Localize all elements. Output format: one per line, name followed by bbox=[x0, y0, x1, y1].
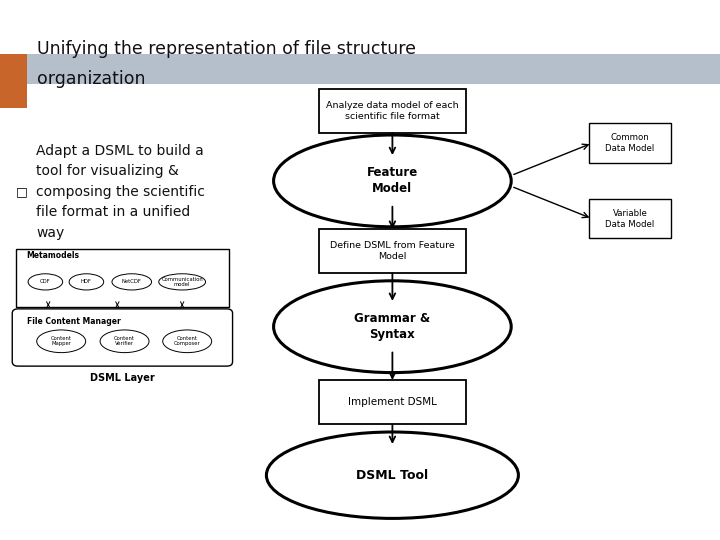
FancyBboxPatch shape bbox=[589, 124, 671, 163]
Text: Feature
Model: Feature Model bbox=[366, 166, 418, 195]
Ellipse shape bbox=[274, 135, 511, 227]
FancyBboxPatch shape bbox=[12, 309, 233, 366]
Text: □: □ bbox=[16, 185, 27, 198]
Ellipse shape bbox=[28, 274, 63, 290]
FancyBboxPatch shape bbox=[319, 229, 467, 273]
Text: DSML Tool: DSML Tool bbox=[356, 469, 428, 482]
FancyBboxPatch shape bbox=[319, 380, 467, 424]
FancyBboxPatch shape bbox=[0, 54, 27, 108]
Text: Define DSML from Feature
Model: Define DSML from Feature Model bbox=[330, 241, 455, 261]
Text: Common
Data Model: Common Data Model bbox=[606, 133, 654, 153]
Ellipse shape bbox=[163, 330, 212, 353]
Text: Adapt a DSML to build a
tool for visualizing &
composing the scientific
file for: Adapt a DSML to build a tool for visuali… bbox=[36, 144, 205, 240]
Text: HDF: HDF bbox=[81, 279, 92, 285]
Text: organization: organization bbox=[37, 70, 146, 88]
FancyBboxPatch shape bbox=[589, 199, 671, 239]
Text: Analyze data model of each
scientific file format: Analyze data model of each scientific fi… bbox=[326, 100, 459, 121]
Text: Communication
model: Communication model bbox=[161, 276, 203, 287]
Text: Metamodels: Metamodels bbox=[27, 251, 80, 260]
Ellipse shape bbox=[274, 281, 511, 373]
FancyBboxPatch shape bbox=[16, 249, 229, 307]
Text: NetCDF: NetCDF bbox=[122, 279, 142, 285]
Text: File Content Manager: File Content Manager bbox=[27, 317, 120, 326]
Ellipse shape bbox=[158, 274, 206, 290]
Ellipse shape bbox=[69, 274, 104, 290]
Text: CDF: CDF bbox=[40, 279, 50, 285]
Ellipse shape bbox=[112, 274, 152, 290]
Text: Content
Verifier: Content Verifier bbox=[114, 336, 135, 347]
Text: Grammar &
Syntax: Grammar & Syntax bbox=[354, 312, 431, 341]
Text: Content
Composer: Content Composer bbox=[174, 336, 201, 347]
Text: Variable
Data Model: Variable Data Model bbox=[606, 208, 654, 229]
FancyBboxPatch shape bbox=[319, 89, 467, 133]
Ellipse shape bbox=[266, 432, 518, 518]
Text: Content
Mapper: Content Mapper bbox=[50, 336, 72, 347]
Text: Unifying the representation of file structure: Unifying the representation of file stru… bbox=[37, 39, 416, 58]
FancyBboxPatch shape bbox=[0, 54, 720, 84]
Ellipse shape bbox=[100, 330, 149, 353]
Text: Implement DSML: Implement DSML bbox=[348, 397, 437, 407]
Text: DSML Layer: DSML Layer bbox=[90, 373, 155, 383]
Ellipse shape bbox=[37, 330, 86, 353]
